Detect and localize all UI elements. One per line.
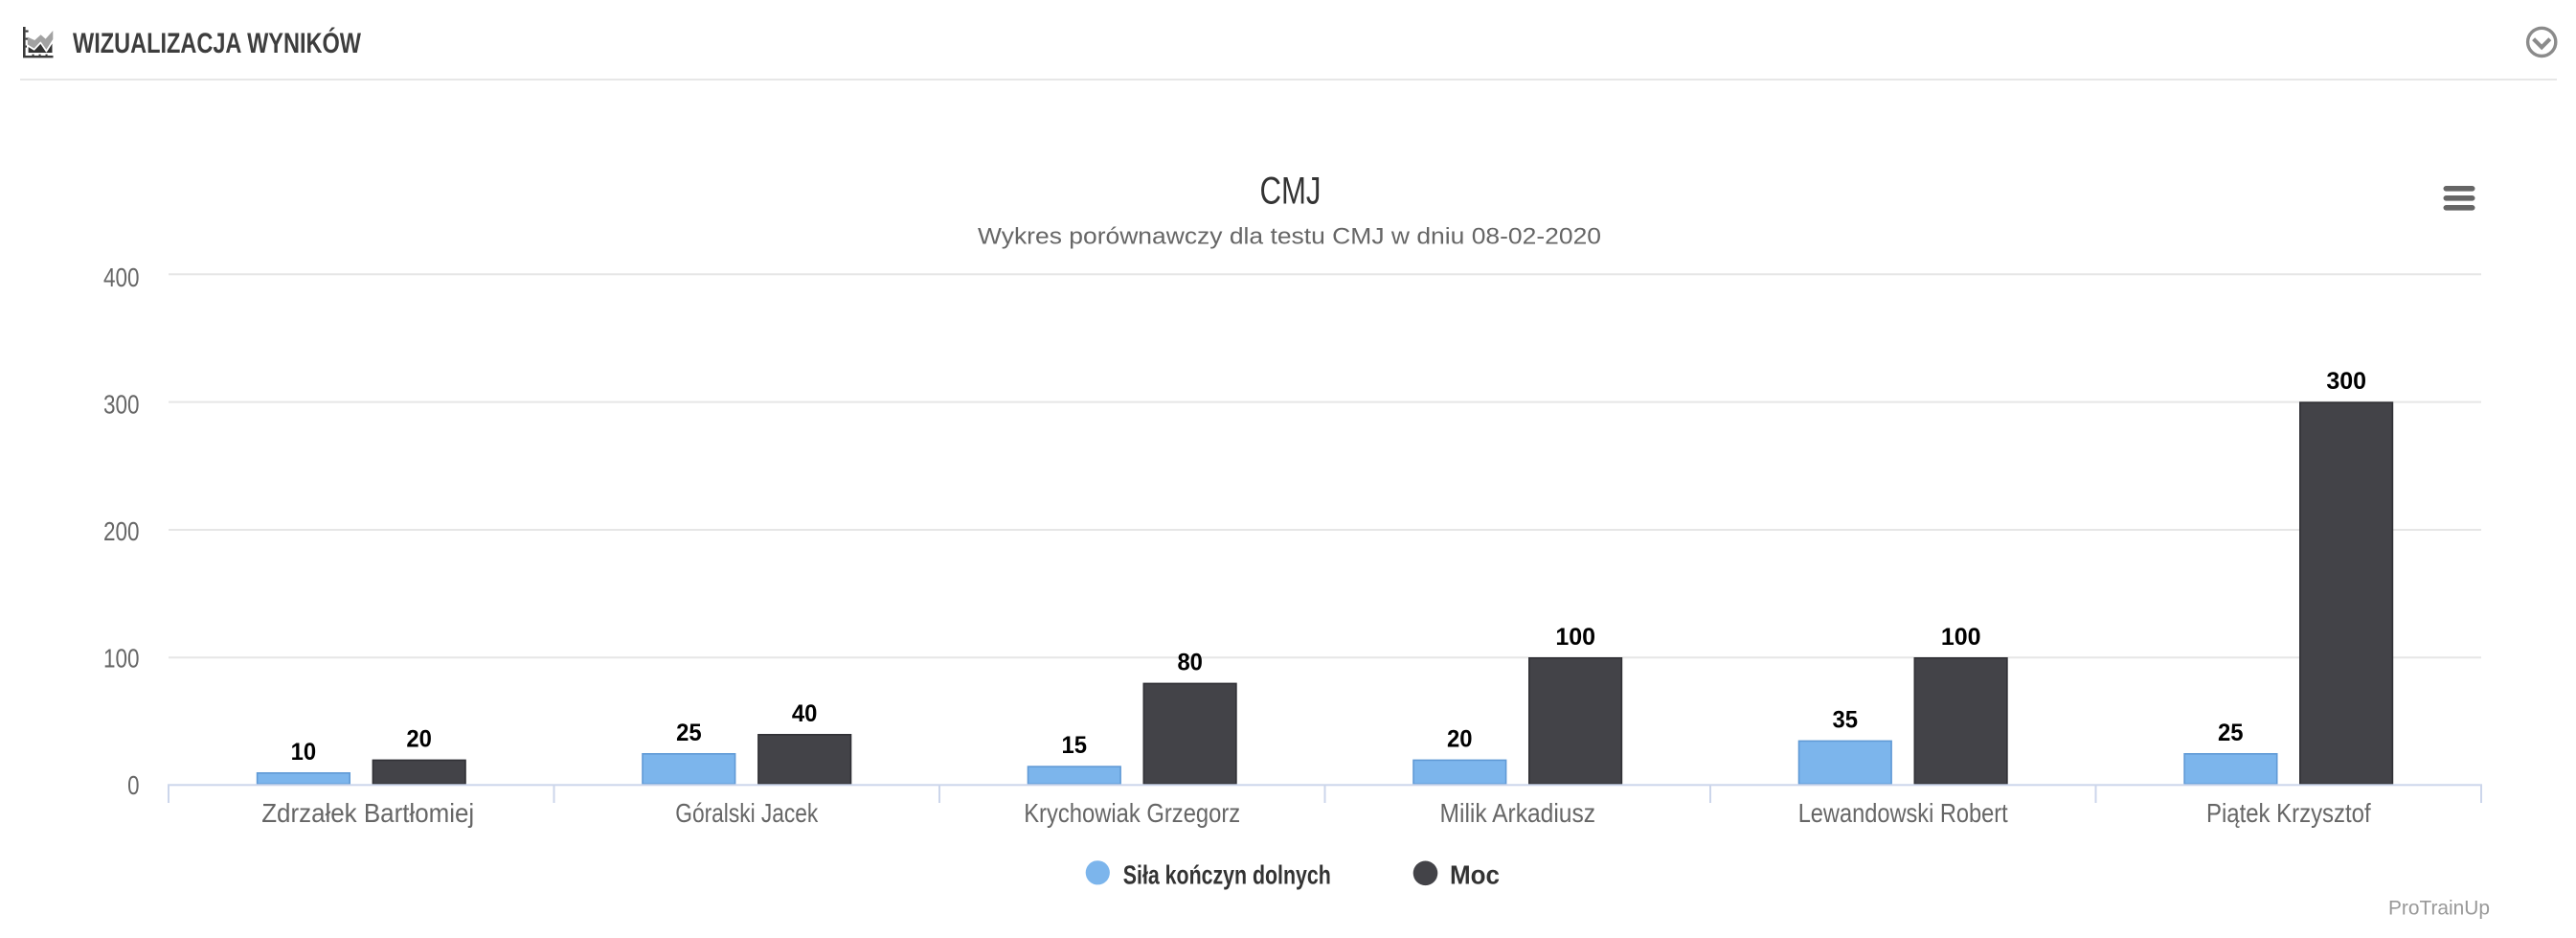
svg-text:100: 100 bbox=[1941, 624, 1981, 651]
svg-text:0: 0 bbox=[127, 770, 139, 800]
svg-text:Wykres porównawczy dla testu C: Wykres porównawczy dla testu CMJ w dniu … bbox=[978, 224, 1601, 250]
svg-text:WIZUALIZACJA WYNIKÓW: WIZUALIZACJA WYNIKÓW bbox=[73, 27, 361, 59]
svg-text:300: 300 bbox=[2326, 368, 2366, 395]
svg-text:15: 15 bbox=[1062, 732, 1088, 759]
svg-text:CMJ: CMJ bbox=[1260, 171, 1322, 213]
svg-text:10: 10 bbox=[291, 739, 317, 766]
svg-text:25: 25 bbox=[2218, 720, 2244, 746]
svg-text:300: 300 bbox=[103, 389, 140, 419]
svg-text:20: 20 bbox=[1447, 725, 1473, 752]
svg-text:Zdrzałek Bartłomiej: Zdrzałek Bartłomiej bbox=[261, 798, 474, 828]
svg-text:40: 40 bbox=[792, 700, 818, 727]
svg-text:100: 100 bbox=[1555, 624, 1595, 651]
svg-text:ProTrainUp: ProTrainUp bbox=[2388, 898, 2490, 920]
svg-text:100: 100 bbox=[103, 644, 140, 674]
svg-text:25: 25 bbox=[676, 720, 702, 746]
svg-text:Góralski Jacek: Góralski Jacek bbox=[675, 798, 819, 828]
svg-text:Siła kończyn dolnych: Siła kończyn dolnych bbox=[1123, 860, 1331, 890]
svg-text:35: 35 bbox=[1833, 706, 1859, 733]
svg-text:200: 200 bbox=[103, 516, 140, 546]
svg-text:Krychowiak Grzegorz: Krychowiak Grzegorz bbox=[1024, 798, 1240, 828]
svg-text:Milik Arkadiusz: Milik Arkadiusz bbox=[1440, 798, 1596, 828]
svg-text:Moc: Moc bbox=[1450, 860, 1500, 890]
svg-text:20: 20 bbox=[406, 725, 432, 752]
svg-text:400: 400 bbox=[103, 263, 140, 292]
svg-text:Piątek Krzysztof: Piątek Krzysztof bbox=[2206, 798, 2371, 828]
svg-text:80: 80 bbox=[1177, 649, 1203, 675]
svg-text:Lewandowski Robert: Lewandowski Robert bbox=[1798, 798, 2008, 828]
